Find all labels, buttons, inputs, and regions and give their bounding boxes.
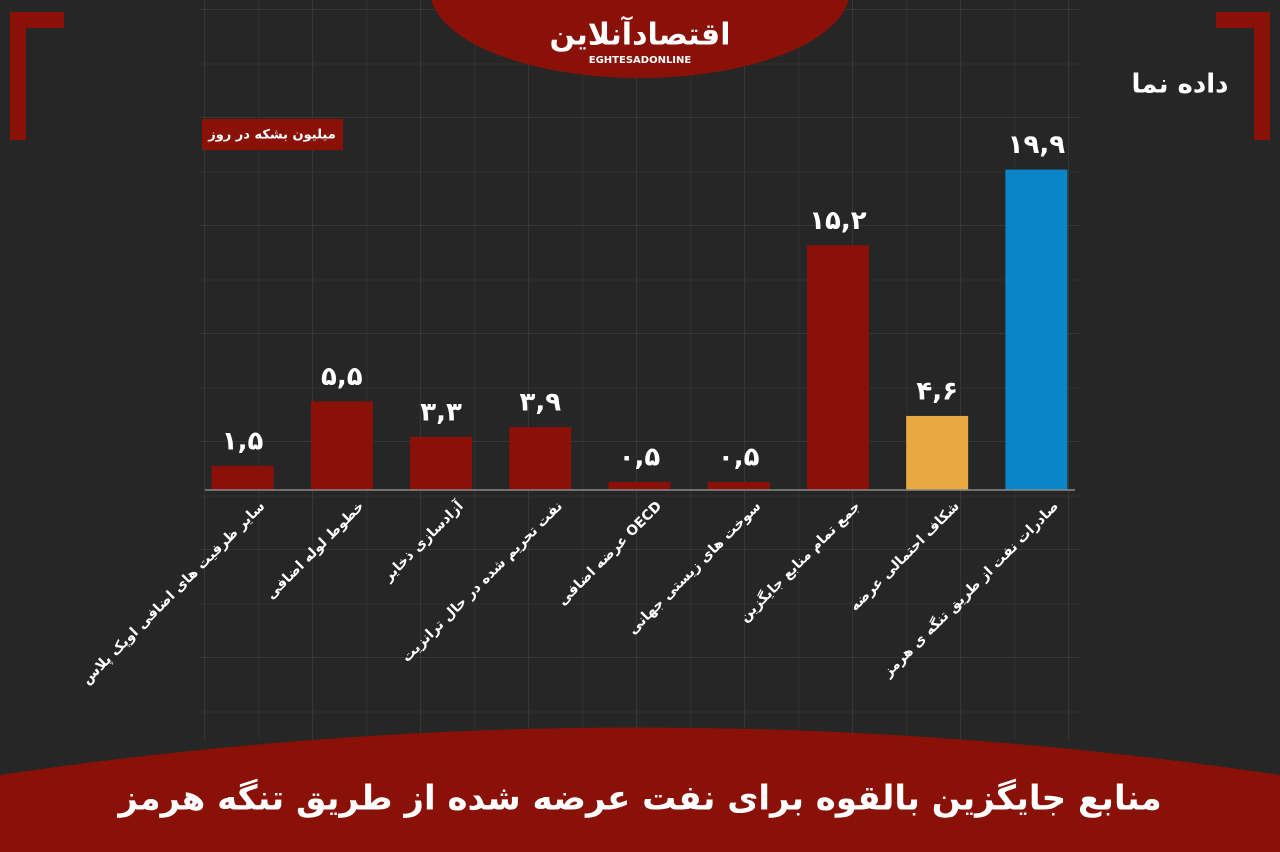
- bar: [211, 465, 274, 490]
- bar: [806, 245, 869, 490]
- value-label: ۰,۵: [619, 442, 661, 472]
- bar: [509, 427, 572, 490]
- corner-bracket: [1216, 12, 1270, 140]
- value-label: ۳,۹: [519, 388, 561, 418]
- brand: داده نما: [1132, 70, 1229, 100]
- bar: [410, 436, 473, 490]
- value-label: ۱۵,۲: [809, 206, 867, 236]
- unit-box: [202, 119, 343, 150]
- value-label: ۵,۵: [321, 362, 363, 392]
- bar: [707, 481, 770, 490]
- value-label: ۱۹,۹: [1008, 130, 1066, 160]
- bar: [1005, 169, 1068, 491]
- logo-subtitle: EGHTESADONLINE: [589, 55, 692, 66]
- value-label: ۳,۳: [420, 397, 462, 427]
- header-shape: [431, 0, 849, 78]
- bar: [608, 481, 671, 490]
- bar: [310, 401, 373, 490]
- logo: اقتصادآنلاین: [550, 16, 731, 53]
- corner-bracket: [10, 12, 64, 140]
- footer-band: [0, 727, 1280, 852]
- chart-title: منابع جایگزین بالقوه برای نفت عرضه شده ا…: [116, 779, 1161, 819]
- value-label: ۴,۶: [916, 376, 958, 406]
- unit-label: میلیون بشکه در روز: [207, 128, 336, 143]
- bar: [906, 415, 969, 490]
- value-label: ۰,۵: [718, 442, 760, 472]
- value-label: ۱,۵: [222, 426, 264, 456]
- grid-decoration: [200, 0, 1080, 740]
